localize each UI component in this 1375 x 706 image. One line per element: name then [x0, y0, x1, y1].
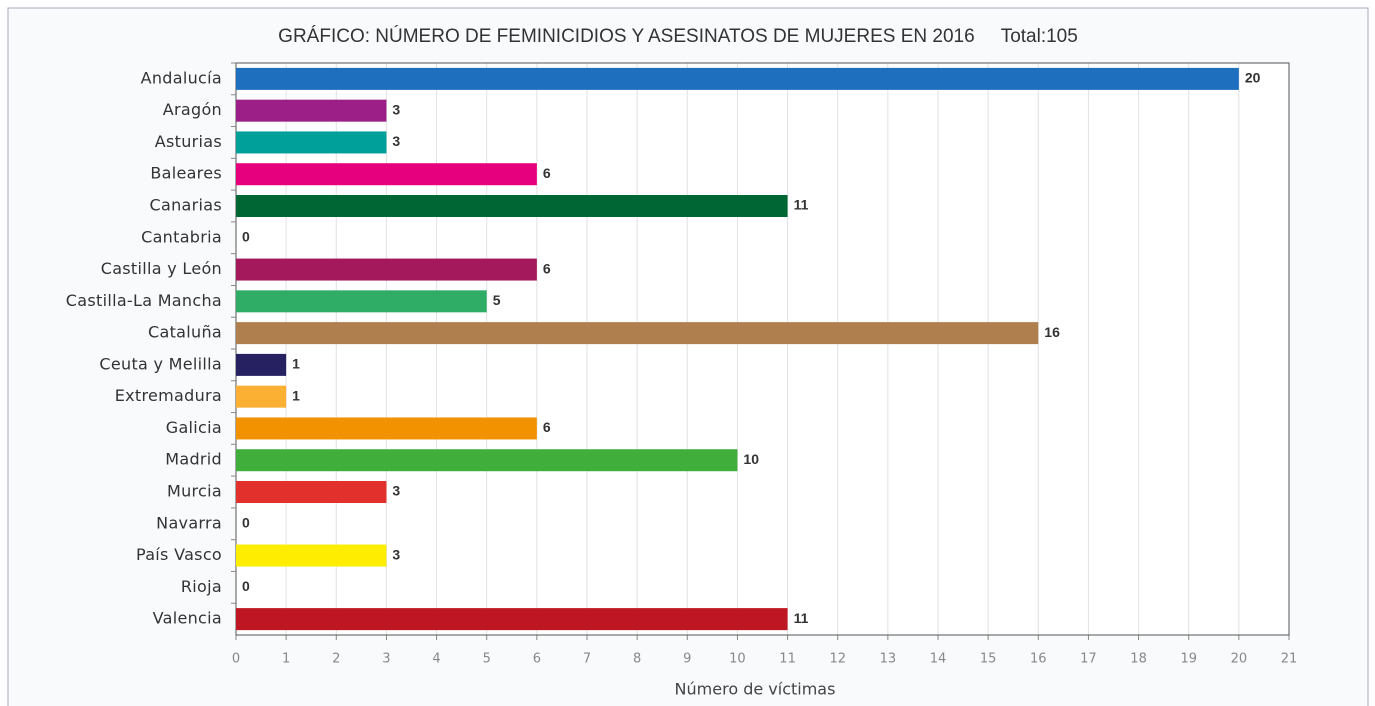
x-tick-label: 6: [533, 652, 541, 667]
x-tick-label: 21: [1281, 652, 1298, 667]
x-tick-label: 8: [633, 652, 641, 667]
y-tick-label: Galicia: [166, 418, 222, 437]
bar: [236, 163, 537, 186]
x-tick-label: 18: [1130, 652, 1147, 667]
x-tick-label: 10: [729, 652, 746, 667]
data-label: 3: [392, 483, 400, 499]
x-tick-label: 9: [683, 652, 691, 667]
y-tick-label: Valencia: [153, 609, 222, 628]
data-label: 5: [493, 292, 501, 308]
bar: [236, 608, 788, 631]
bar: [236, 99, 387, 122]
data-label: 11: [794, 197, 809, 213]
x-tick-label: 7: [583, 652, 591, 667]
data-label: 3: [392, 133, 400, 149]
x-tick-label: 0: [232, 652, 240, 667]
plot-area: [236, 63, 1289, 635]
x-tick-label: 20: [1231, 652, 1248, 667]
x-axis-label: Número de víctimas: [675, 680, 836, 699]
bar: [236, 449, 738, 472]
data-label: 10: [743, 451, 759, 467]
y-tick-label: Cataluña: [148, 323, 222, 342]
data-label: 6: [543, 260, 551, 276]
x-tick-label: 1: [282, 652, 290, 667]
data-label: 0: [242, 578, 250, 594]
y-tick-label: Castilla-La Mancha: [66, 291, 222, 310]
y-tick-label: Extremadura: [115, 386, 222, 405]
x-tick-label: 5: [483, 652, 491, 667]
x-tick-label: 16: [1030, 652, 1047, 667]
x-tick-label: 15: [980, 652, 997, 667]
x-tick-label: 17: [1080, 652, 1097, 667]
x-tick-label: 12: [829, 652, 846, 667]
x-tick-label: 4: [432, 652, 440, 667]
y-tick-label: Asturias: [155, 132, 222, 151]
data-label: 16: [1044, 324, 1060, 340]
bar: [236, 544, 387, 567]
data-label: 0: [242, 514, 250, 530]
chart-title: GRÁFICO: NÚMERO DE FEMINICIDIOS Y ASESIN…: [278, 25, 1078, 47]
y-tick-label: Canarias: [150, 196, 223, 215]
x-tick-label: 14: [930, 652, 947, 667]
y-tick-label: Rioja: [181, 577, 222, 596]
data-label: 1: [292, 356, 300, 372]
bar: [236, 195, 788, 217]
bar: [236, 385, 287, 408]
bar: [236, 67, 1239, 90]
x-tick-label: 13: [880, 652, 897, 667]
y-tick-label: Castilla y León: [101, 259, 222, 278]
y-tick-label: País Vasco: [136, 545, 222, 564]
y-tick-label: Navarra: [156, 513, 222, 532]
data-label: 3: [392, 101, 400, 117]
bar: [236, 290, 487, 313]
data-label: 1: [292, 387, 300, 403]
bar: [236, 481, 387, 503]
data-label: 6: [543, 165, 551, 181]
bar: [236, 417, 537, 440]
bar: [236, 131, 387, 154]
y-tick-label: Madrid: [165, 450, 222, 469]
x-tick-label: 19: [1180, 652, 1197, 667]
y-tick-label: Andalucía: [141, 68, 222, 87]
x-tick-label: 2: [332, 652, 340, 667]
bar: [236, 353, 287, 376]
bar: [236, 258, 537, 281]
data-label: 6: [543, 419, 551, 435]
y-tick-label: Ceuta y Melilla: [99, 354, 222, 373]
y-tick-label: Murcia: [167, 482, 222, 501]
data-label: 3: [392, 546, 400, 562]
bar: [236, 322, 1039, 345]
y-tick-label: Cantabria: [141, 227, 222, 246]
y-tick-label: Aragón: [163, 100, 222, 119]
data-label: 20: [1245, 70, 1261, 86]
y-tick-label: Baleares: [150, 164, 222, 183]
x-tick-label: 3: [382, 652, 390, 667]
data-label: 11: [794, 610, 809, 626]
data-label: 0: [242, 228, 250, 244]
x-tick-label: 11: [779, 652, 796, 667]
